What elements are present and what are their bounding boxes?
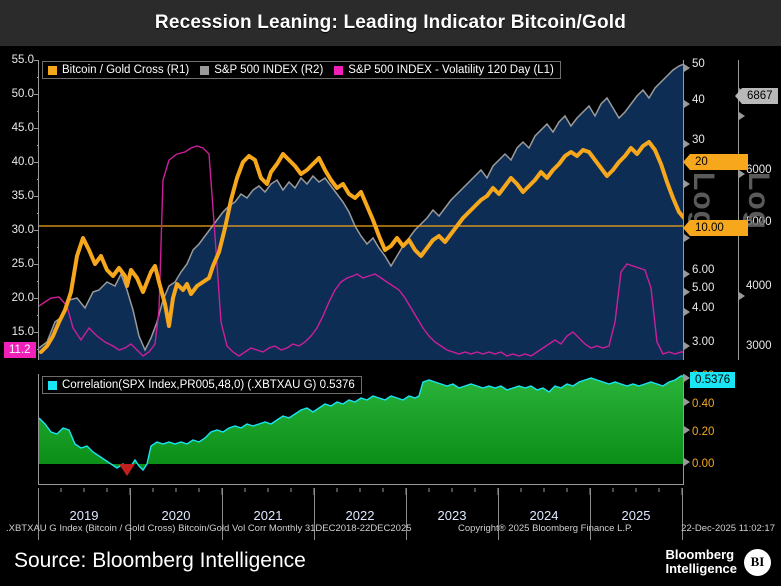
left-axis-tick-1: 50.0	[11, 88, 34, 100]
footer-timestamp: 22-Dec-2025 11:02:17	[681, 523, 775, 534]
correlation-panel: Correlation(SPX Index,PR005,48,0) (.XBTX…	[0, 368, 781, 486]
legend-label-correlation: Correlation(SPX Index,PR005,48,0) (.XBTX…	[62, 379, 355, 391]
volatility-value-badge: 11.2	[4, 342, 36, 358]
legend-swatch-spx	[200, 65, 210, 75]
x-axis-year-labels: 2019 2020 2021 2022 2023 2024 2025	[38, 500, 683, 523]
main-plot-area	[38, 60, 684, 360]
correlation-area	[39, 376, 684, 470]
r1-tick-4: 4.00	[692, 302, 715, 314]
correlation-axis-ticks	[684, 374, 690, 466]
spx-value-badge: 6867	[735, 88, 778, 104]
correlation-line	[39, 375, 684, 472]
title-bar: Recession Leaning: Leading Indicator Bit…	[0, 0, 781, 46]
left-axis-tick-2: 45.0	[11, 122, 34, 134]
bitcoin-gold-value-badge: 10.00	[683, 220, 748, 236]
x-separator-0	[38, 488, 39, 540]
terminal-chart-area: 55.0 50.0 45.0 40.0 35.0 30.0 25.0 20.0 …	[0, 46, 781, 540]
x-axis-panel: 2019 2020 2021 2022 2023 2024 2025	[0, 486, 781, 540]
bitcoin-gold-high-badge: 20	[683, 154, 748, 170]
correlation-axis-line	[683, 374, 684, 484]
x-year-2023: 2023	[437, 508, 467, 523]
legend-swatch-bitcoin-gold	[48, 65, 57, 75]
legend-item-correlation: Correlation(SPX Index,PR005,48,0) (.XBTX…	[48, 379, 355, 391]
r2-tick-6000: 6000	[746, 164, 772, 176]
bi-mark-icon: BI	[744, 548, 771, 576]
corr-tick-020: 0.20	[692, 426, 715, 438]
x-year-2025: 2025	[621, 508, 651, 523]
x-year-2022: 2022	[345, 508, 375, 523]
x-separator-1	[130, 488, 131, 540]
page-title: Recession Leaning: Leading Indicator Bit…	[154, 12, 627, 33]
r1-tick-3: 3.00	[692, 336, 715, 348]
brand-line-2: Intelligence	[665, 561, 737, 576]
terminal-footer: .XBTXAU G Index (Bitcoin / Gold Cross) B…	[0, 520, 781, 540]
main-series-svg	[39, 63, 684, 360]
r1-tick-30: 30	[692, 134, 705, 146]
x-year-2020: 2020	[161, 508, 191, 523]
r1-axis-line	[683, 60, 684, 360]
legend-label-bitcoin-gold: Bitcoin / Gold Cross (R1)	[62, 64, 190, 76]
x-year-2019: 2019	[69, 508, 99, 523]
x-separator-5	[498, 488, 499, 540]
left-axis-tick-5: 30.0	[11, 224, 34, 236]
r1-tick-6: 6.00	[692, 264, 715, 276]
x-separator-7	[682, 488, 683, 540]
correlation-legend: Correlation(SPX Index,PR005,48,0) (.XBTX…	[42, 376, 362, 394]
correlation-svg	[39, 375, 684, 476]
corr-tick-040: 0.40	[692, 398, 715, 410]
r1-tick-50: 50	[692, 58, 705, 70]
bitcoin-gold-line	[39, 140, 684, 354]
left-axis-tick-3: 40.0	[11, 156, 34, 168]
left-axis-tick-0: 55.0	[11, 54, 34, 66]
legend-swatch-correlation	[48, 380, 57, 390]
x-separator-4	[406, 488, 407, 540]
left-axis-tick-6: 25.0	[11, 258, 34, 270]
r1-axis-ticks	[684, 64, 690, 350]
spx-line	[39, 63, 684, 352]
main-chart-legend: Bitcoin / Gold Cross (R1) S&P 500 INDEX …	[42, 61, 561, 79]
x-separator-2	[222, 488, 223, 540]
source-label: Source: Bloomberg Intelligence	[14, 549, 306, 572]
bloomberg-intelligence-logo: Bloomberg Intelligence BI	[665, 548, 771, 576]
legend-label-spx: S&P 500 INDEX (R2)	[214, 64, 324, 76]
r2-tick-4000: 4000	[746, 280, 772, 292]
source-bar: Source: Bloomberg Intelligence Bloomberg…	[0, 540, 781, 586]
x-year-2024: 2024	[529, 508, 559, 523]
x-separator-6	[590, 488, 591, 540]
left-axis-tick-8: 15.0	[11, 326, 34, 338]
left-axis-tick-4: 35.0	[11, 190, 34, 202]
brand-line-1: Bloomberg	[665, 547, 735, 562]
legend-item-bitcoin-gold: Bitcoin / Gold Cross (R1)	[48, 64, 189, 76]
r1-tick-40: 40	[692, 94, 705, 106]
legend-swatch-spx-volatility	[334, 65, 344, 75]
r2-axis-line	[738, 60, 739, 360]
x-axis-minor-ticks	[38, 488, 683, 495]
footer-copyright: Copyright® 2025 Bloomberg Finance L.P.	[458, 523, 633, 534]
x-year-2021: 2021	[253, 508, 283, 523]
volatility-line	[39, 145, 684, 357]
legend-item-spx-volatility: S&P 500 INDEX - Volatility 120 Day (L1)	[334, 64, 554, 76]
legend-item-spx: S&P 500 INDEX (R2)	[200, 64, 323, 76]
r2-tick-3000: 3000	[746, 340, 772, 352]
corr-tick-000: 0.00	[692, 458, 715, 470]
r1-tick-5: 5.00	[692, 282, 715, 294]
footer-security-description: .XBTXAU G Index (Bitcoin / Gold Cross) B…	[6, 523, 412, 534]
x-separator-3	[314, 488, 315, 540]
correlation-negative-marker	[119, 464, 135, 476]
left-axis-tick-7: 20.0	[11, 292, 34, 304]
r2-tick-5000: 5000	[746, 216, 772, 228]
legend-label-spx-volatility: S&P 500 INDEX - Volatility 120 Day (L1)	[348, 64, 554, 76]
correlation-value-badge: 0.5376	[690, 372, 736, 388]
main-chart-panel: 55.0 50.0 45.0 40.0 35.0 30.0 25.0 20.0 …	[0, 46, 781, 368]
brand-text: Bloomberg Intelligence	[665, 548, 737, 576]
